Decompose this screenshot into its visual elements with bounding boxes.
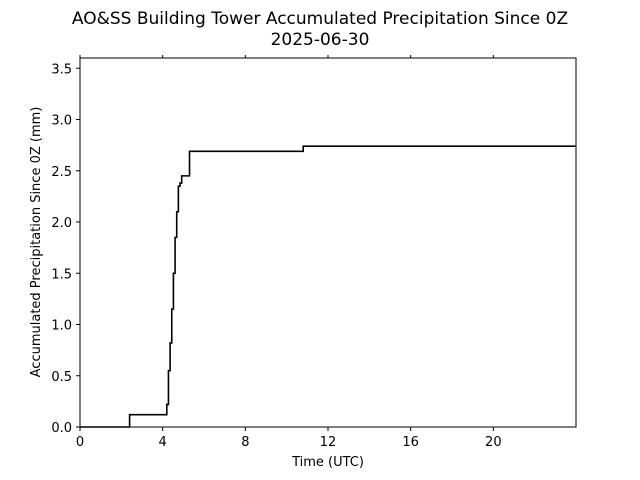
x-tick-label: 20 [485, 435, 502, 450]
x-tick-label: 8 [241, 435, 249, 450]
y-tick-label: 1.5 [51, 267, 72, 282]
y-tick-label: 0.5 [51, 370, 72, 385]
y-tick-label: 0.0 [51, 421, 72, 436]
x-tick-label: 0 [76, 435, 84, 450]
y-tick-label: 1.0 [51, 319, 72, 334]
precipitation-series-line [80, 145, 576, 428]
chart-title-line2: 2025-06-30 [271, 30, 370, 50]
x-tick-label: 4 [159, 435, 167, 450]
y-tick-label: 3.0 [51, 114, 72, 129]
y-axis-label: Accumulated Precipitation Since 0Z (mm) [29, 107, 44, 378]
plot-frame [79, 57, 577, 428]
x-axis-label: Time (UTC) [291, 455, 364, 470]
y-tick-label: 2.5 [51, 165, 72, 180]
y-tick-label: 2.0 [51, 216, 72, 231]
x-tick-label: 12 [320, 435, 337, 450]
chart-title-line1: AO&SS Building Tower Accumulated Precipi… [72, 9, 568, 29]
y-tick-label: 3.5 [51, 62, 72, 77]
plot-area: 0 4 8 12 16 20 0.0 0.5 1.0 1.5 2.0 2.5 3.0 3.5 [51, 55, 577, 450]
x-tick-label: 16 [402, 435, 419, 450]
